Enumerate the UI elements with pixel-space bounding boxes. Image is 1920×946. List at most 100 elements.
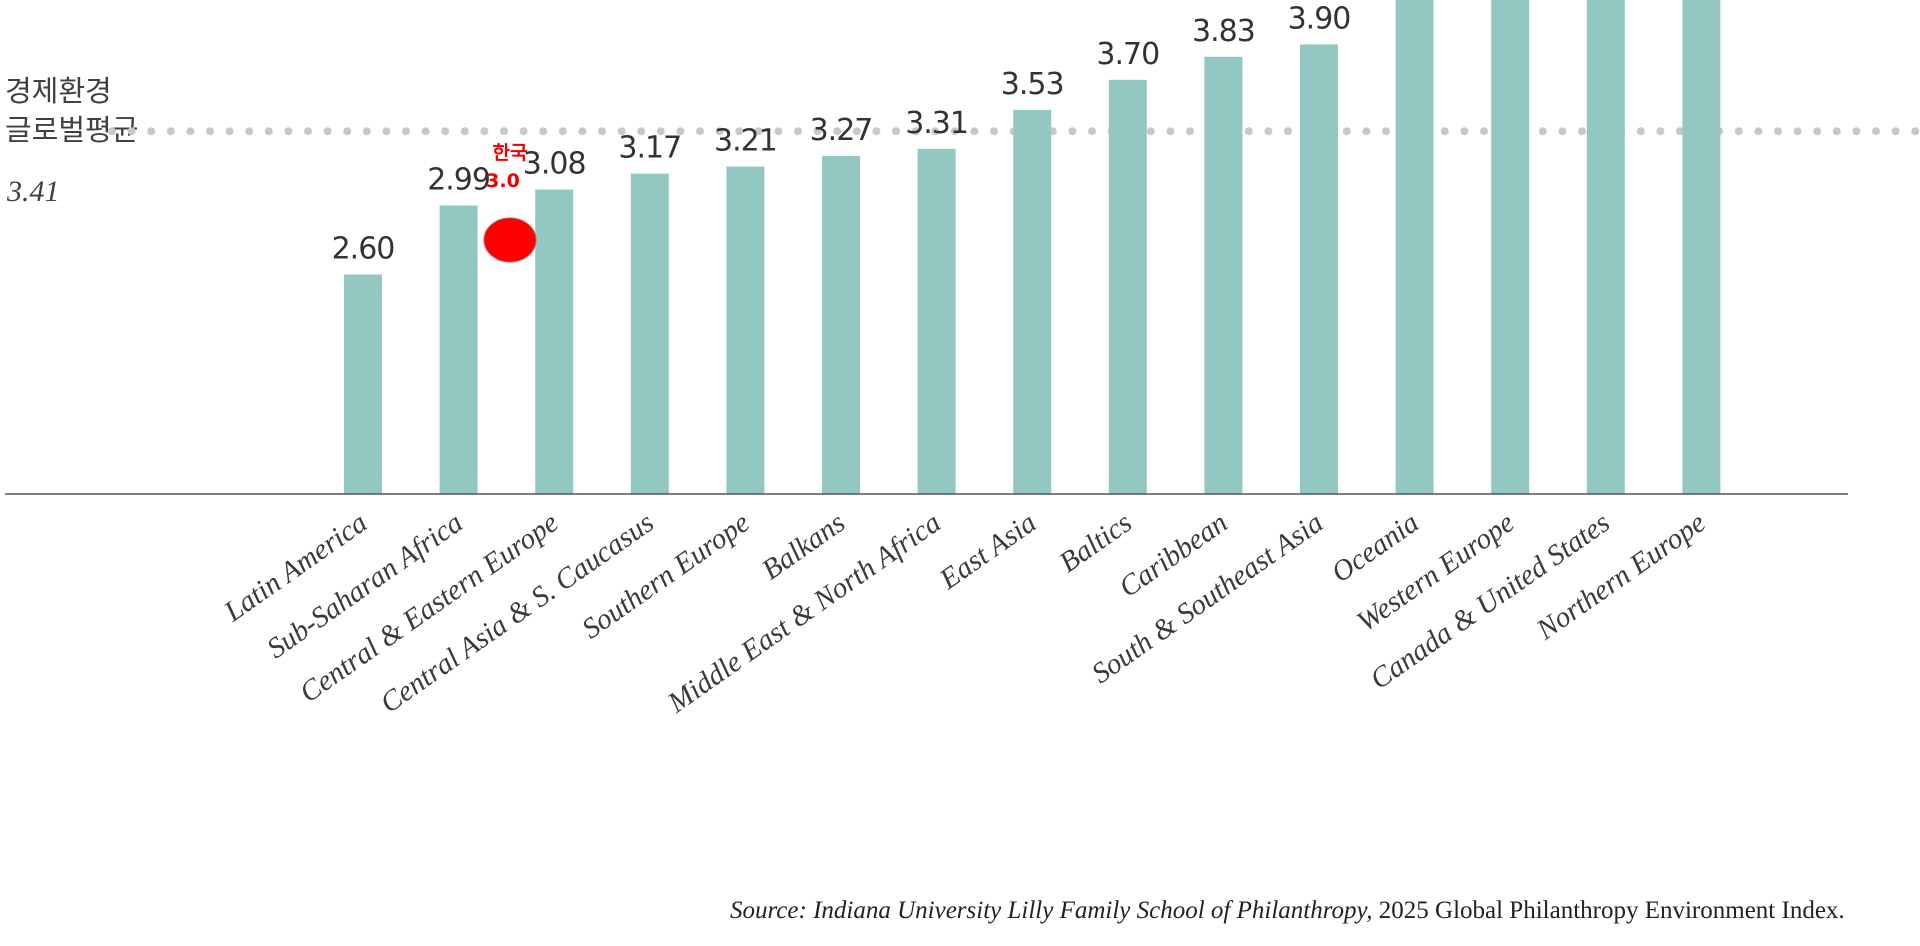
bar-oceania <box>1395 0 1434 494</box>
reference-dot <box>794 127 802 136</box>
reference-dot <box>735 127 744 136</box>
reference-dot <box>696 127 704 136</box>
reference-dot <box>382 127 391 136</box>
bar-caribbean <box>1204 56 1243 495</box>
reference-dot <box>402 127 410 136</box>
reference-dot <box>1676 127 1684 136</box>
reference-dot <box>676 127 685 136</box>
reference-dot <box>1832 127 1841 136</box>
reference-dot <box>441 127 450 136</box>
reference-dot <box>813 127 822 136</box>
reference-dot <box>833 127 842 136</box>
reference-dot <box>304 127 312 136</box>
value-label-southern-europe: 3.21 <box>714 124 777 159</box>
korea-annotation-name: 한국 <box>493 142 528 164</box>
reference-dot <box>1088 127 1096 136</box>
reference-dot <box>166 127 175 136</box>
reference-dot <box>1264 127 1273 136</box>
bar-sub-saharan-africa <box>439 205 478 495</box>
reference-dot <box>1558 127 1567 136</box>
ref-line-label-line2: 글로벌평균 <box>5 113 138 147</box>
reference-dot <box>852 127 861 136</box>
reference-dot <box>656 127 665 136</box>
value-label-middle-east-and-north-africa: 3.31 <box>905 106 968 141</box>
reference-dot <box>245 127 254 136</box>
bar-south-and-southeast-asia <box>1300 44 1338 495</box>
reference-dot <box>1382 127 1390 136</box>
reference-dot <box>1538 127 1547 136</box>
reference-dot <box>950 127 959 136</box>
source-italic: Indiana University Lilly Family School o… <box>812 897 1372 924</box>
reference-dot <box>186 127 195 136</box>
reference-dot <box>578 127 587 136</box>
value-labels-group: 2.60 2.99 3.08 3.17 3.21 3.27 3.31 3.53 3.70 3.83… <box>332 1 1352 267</box>
reference-dot <box>1852 127 1861 136</box>
category-label-northern-europe: Northern Europe <box>1530 506 1711 646</box>
reference-dot <box>1872 127 1880 136</box>
reference-dot <box>990 127 998 136</box>
source-prefix: Source: <box>730 897 813 924</box>
reference-dot <box>715 127 724 136</box>
reference-dot <box>1480 127 1488 136</box>
reference-dot <box>421 127 430 136</box>
reference-dot <box>754 127 763 136</box>
reference-dot <box>206 127 214 136</box>
reference-dot <box>970 127 979 136</box>
bar-central-and-eastern-europe <box>535 189 574 494</box>
reference-dot <box>931 127 940 136</box>
ref-line-value: 3.41 <box>6 175 60 208</box>
reference-dot <box>1774 127 1782 136</box>
value-label-caribbean: 3.83 <box>1192 14 1255 49</box>
reference-dot <box>539 127 548 136</box>
reference-dot <box>872 127 881 136</box>
korea-annotation-value: 3.0 <box>486 170 520 192</box>
value-label-balkans: 3.27 <box>810 113 873 148</box>
category-label-baltics: Baltics <box>1053 507 1137 579</box>
reference-dot <box>323 127 332 136</box>
reference-dot <box>1636 127 1645 136</box>
reference-dot <box>911 127 920 136</box>
reference-dot <box>1813 127 1822 136</box>
bar-southern-europe <box>726 166 765 495</box>
reference-dot <box>519 127 528 136</box>
reference-dot <box>225 127 234 136</box>
bar-central-asia-and-s-caucasus <box>630 173 669 494</box>
reference-dot <box>460 127 469 136</box>
reference-dot <box>108 127 116 136</box>
reference-dot <box>774 127 783 136</box>
reference-dot <box>1068 127 1077 136</box>
reference-dot <box>362 127 371 136</box>
reference-dot <box>1911 127 1920 136</box>
reference-dot <box>1656 127 1665 136</box>
value-label-central-asia-and-s-caucasus: 3.17 <box>618 131 681 166</box>
reference-dot <box>1734 127 1743 136</box>
reference-dot <box>1460 127 1469 136</box>
reference-dot <box>1578 127 1586 136</box>
reference-dot <box>500 127 508 136</box>
reference-dot <box>637 127 646 136</box>
bar-middle-east-and-north-africa <box>917 148 956 494</box>
bar-canada-and-united-states <box>1586 0 1625 495</box>
source-note: Source: Indiana University Lilly Family … <box>730 897 1845 924</box>
reference-dot <box>558 127 567 136</box>
bars-group <box>344 0 1721 495</box>
bar-northern-europe <box>1682 0 1721 494</box>
bar-east-asia <box>1013 109 1052 494</box>
reference-dot <box>1166 127 1175 136</box>
reference-dot <box>1244 127 1253 136</box>
ref-line-label-line1: 경제환경 <box>5 74 112 108</box>
bar-western-europe <box>1491 0 1530 495</box>
reference-dot <box>598 127 606 136</box>
reference-dot <box>1186 127 1194 136</box>
reference-dot <box>1284 127 1292 136</box>
bar-balkans <box>822 155 860 494</box>
category-label-southern-europe: Southern Europe <box>576 506 755 645</box>
reference-dot <box>1342 127 1351 136</box>
source-normal: 2025 Global Philanthropy Environment Ind… <box>1373 897 1845 924</box>
reference-dot <box>1440 127 1449 136</box>
reference-dot <box>1891 127 1900 136</box>
reference-dot <box>480 127 489 136</box>
reference-dot <box>147 127 156 136</box>
value-label-latin-america: 2.60 <box>332 232 395 267</box>
